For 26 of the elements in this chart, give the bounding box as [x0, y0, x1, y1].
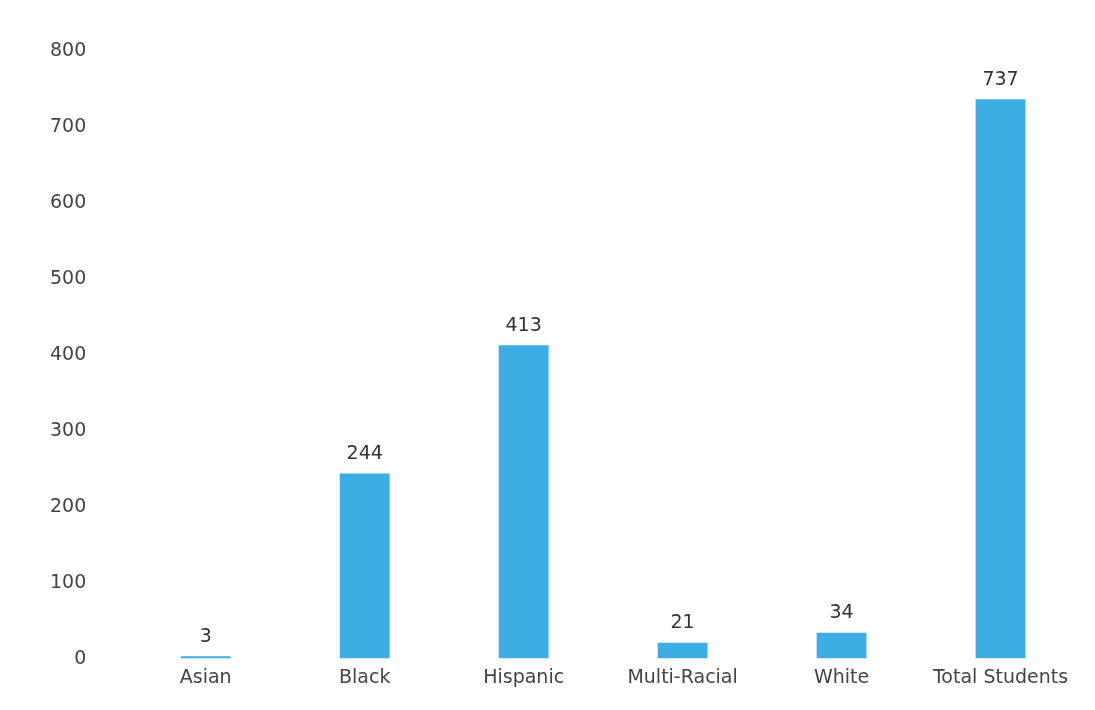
data-label: 413 [505, 312, 542, 335]
y-tick-label: 400 [50, 341, 87, 364]
data-label: 737 [982, 66, 1019, 89]
x-tick-label: Hispanic [483, 664, 565, 687]
bar [657, 642, 708, 659]
y-tick-label: 200 [50, 493, 87, 516]
bar [975, 99, 1026, 659]
y-tick-label: 300 [50, 417, 87, 440]
x-tick-label: Total Students [931, 664, 1069, 687]
y-tick-label: 100 [50, 569, 87, 592]
x-tick-label: Black [339, 664, 391, 687]
bar [339, 473, 390, 659]
data-label: 3 [199, 623, 212, 646]
y-tick-label: 800 [50, 38, 87, 61]
data-label: 244 [346, 440, 383, 463]
y-tick-label: 500 [50, 266, 87, 289]
data-label: 21 [670, 610, 695, 633]
data-label: 34 [829, 600, 854, 623]
bar [816, 632, 867, 659]
y-tick-label: 700 [50, 114, 87, 137]
x-tick-label: Asian [179, 664, 232, 687]
x-tick-label: Multi-Racial [627, 664, 738, 687]
y-tick-label: 600 [50, 190, 87, 213]
x-tick-label: White [813, 664, 870, 687]
bar [498, 345, 549, 659]
y-tick-label: 0 [74, 645, 87, 668]
